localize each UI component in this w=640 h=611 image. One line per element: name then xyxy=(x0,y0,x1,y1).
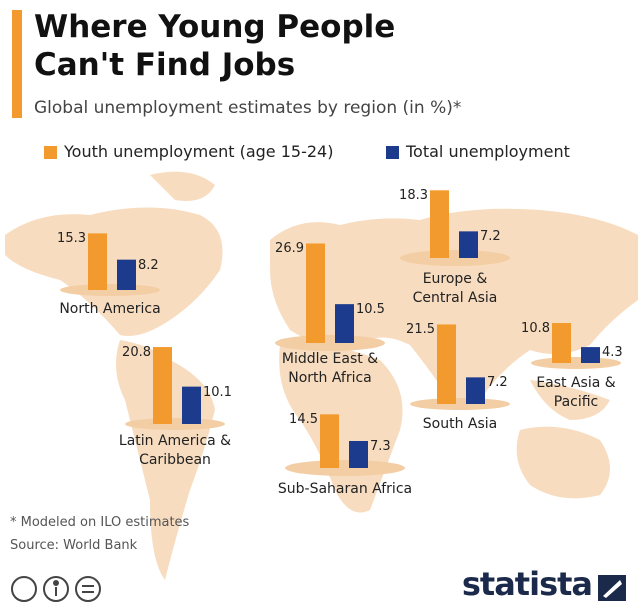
brand-mark xyxy=(598,575,626,601)
chart-subtitle: Global unemployment estimates by region … xyxy=(34,98,462,118)
value-label: 7.3 xyxy=(370,438,391,454)
value-label: 20.8 xyxy=(122,345,151,361)
bar xyxy=(320,414,339,468)
bar xyxy=(306,243,325,343)
region-label: Latin America & Caribbean xyxy=(118,433,232,468)
bar xyxy=(459,231,478,258)
region-label: South Asia xyxy=(422,416,498,432)
value-label: 10.8 xyxy=(521,321,550,337)
value-label: 4.3 xyxy=(602,345,623,361)
value-label: 26.9 xyxy=(275,241,304,257)
bar xyxy=(430,190,449,258)
bar xyxy=(581,347,600,363)
bar xyxy=(466,377,485,404)
value-label: 8.2 xyxy=(138,257,159,273)
accent-bar xyxy=(12,10,22,118)
legend-label: Total unemployment xyxy=(406,142,570,161)
legend-label: Youth unemployment (age 15-24) xyxy=(64,142,334,161)
region-label: Sub-Saharan Africa xyxy=(277,481,413,497)
bar xyxy=(437,324,456,404)
region-label: Middle East & North Africa xyxy=(281,351,379,386)
legend-swatch xyxy=(44,146,57,159)
footnote: * Modeled on ILO estimates xyxy=(10,515,190,530)
bar xyxy=(335,304,354,343)
region-label: East Asia & Pacific xyxy=(536,375,616,410)
source: Source: World Bank xyxy=(10,538,138,553)
license-icons xyxy=(11,576,101,602)
value-label: 18.3 xyxy=(399,188,428,204)
bar xyxy=(182,386,201,424)
legend-swatch xyxy=(386,146,399,159)
value-label: 10.5 xyxy=(356,302,385,318)
region-label: North America xyxy=(59,301,161,317)
value-label: 7.2 xyxy=(487,375,508,391)
value-label: 15.3 xyxy=(57,231,86,247)
value-label: 10.1 xyxy=(203,384,232,400)
value-label: 7.2 xyxy=(480,229,501,245)
bar xyxy=(153,347,172,424)
bar xyxy=(88,233,107,290)
bar xyxy=(552,323,571,363)
brand: statista xyxy=(461,565,593,603)
bar xyxy=(349,440,368,468)
region-label: Europe & Central Asia xyxy=(412,271,498,306)
bar xyxy=(117,259,136,290)
value-label: 21.5 xyxy=(406,322,435,338)
value-label: 14.5 xyxy=(289,412,318,428)
chart-title: Where Young People Can't Find Jobs xyxy=(34,9,396,83)
